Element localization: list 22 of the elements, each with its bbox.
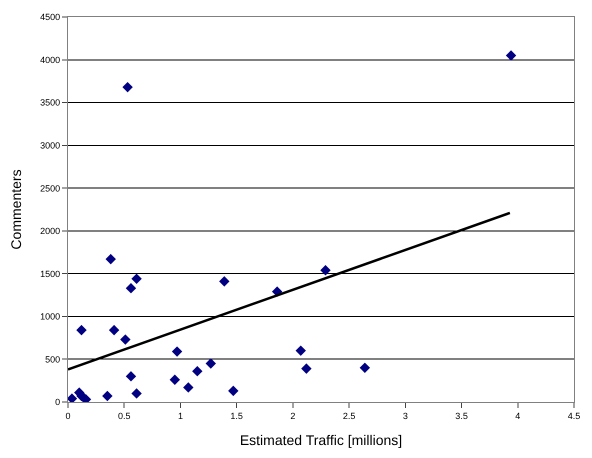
y-tick-label: 0 bbox=[55, 397, 60, 408]
x-axis-title: Estimated Traffic [millions] bbox=[240, 432, 402, 448]
x-tick-label: 2.5 bbox=[342, 410, 356, 421]
x-tick-label: 1.5 bbox=[230, 410, 243, 421]
y-tick-label: 500 bbox=[45, 354, 60, 364]
x-tick-label: 0 bbox=[65, 410, 71, 421]
x-tick-label: 3 bbox=[402, 410, 408, 421]
y-tick-label: 3000 bbox=[40, 140, 60, 150]
y-tick-label: 2000 bbox=[40, 226, 60, 236]
y-tick-label: 1000 bbox=[40, 312, 60, 322]
y-tick-label: 4000 bbox=[40, 54, 60, 65]
y-tick-label: 4500 bbox=[40, 12, 60, 22]
y-tick-label: 2500 bbox=[40, 183, 60, 194]
y-tick-label: 3500 bbox=[40, 98, 60, 108]
x-tick-label: 0.5 bbox=[118, 410, 130, 421]
x-tick-label: 2 bbox=[290, 410, 296, 421]
x-tick-label: 4.5 bbox=[568, 410, 580, 421]
x-tick-label: 1 bbox=[178, 410, 183, 421]
x-tick-label: 3.5 bbox=[455, 410, 468, 421]
x-tick-label: 4 bbox=[515, 410, 520, 421]
y-axis-title: Commenters bbox=[8, 169, 24, 250]
y-tick-label: 1500 bbox=[40, 268, 60, 279]
